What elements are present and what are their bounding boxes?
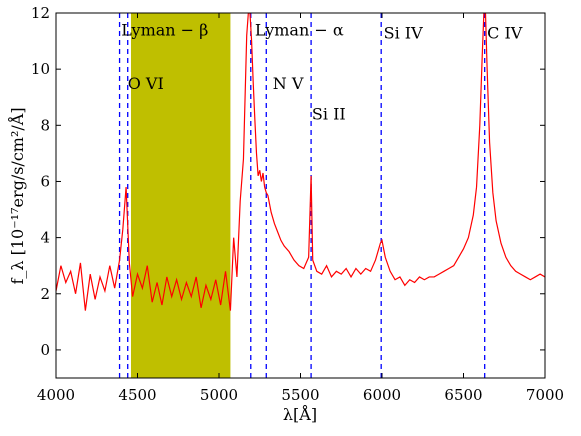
y-tick-label-0: 0 (40, 341, 50, 359)
annotation-label-6: C IV (487, 23, 523, 42)
annotation-label-4: Si II (312, 105, 346, 124)
annotation-label-0: Lyman − β (121, 20, 208, 39)
plot-content (56, 13, 545, 378)
x-tick-label-6: 7000 (526, 386, 564, 404)
y-tick-label-3: 6 (40, 172, 50, 190)
x-tick-label-1: 4500 (118, 386, 156, 404)
x-tick-label-5: 6500 (444, 386, 482, 404)
x-axis-label: λ[Å] (283, 404, 317, 424)
y-tick-label-2: 4 (40, 229, 50, 247)
annotation-label-1: O VI (128, 74, 164, 93)
x-tick-label-2: 5000 (200, 386, 238, 404)
x-axis: 4000 4500 5000 5500 6000 6500 7000 (37, 13, 564, 404)
x-tick-label-4: 6000 (363, 386, 401, 404)
y-axis-label: f_λ [10⁻¹⁷erg/s/cm²/Å] (7, 107, 27, 284)
y-tick-label-6: 12 (31, 4, 50, 22)
annotation-label-3: N V (273, 74, 304, 93)
y-tick-label-4: 8 (40, 116, 50, 134)
y-tick-label-5: 10 (31, 60, 50, 78)
y-axis: 0 2 4 6 8 10 12 (31, 4, 545, 359)
annotation-group: Lyman − β O VI Lyman − α N V Si II Si IV C IV (121, 20, 523, 123)
annotation-label-5: Si IV (384, 23, 423, 42)
x-tick-label-0: 4000 (37, 386, 75, 404)
y-tick-label-1: 2 (40, 285, 50, 303)
plot-frame (55, 12, 546, 379)
annotation-label-2: Lyman − α (255, 20, 344, 39)
shaded-region (130, 13, 231, 378)
x-tick-label-3: 5500 (281, 386, 319, 404)
spectrum-line (56, 13, 545, 311)
